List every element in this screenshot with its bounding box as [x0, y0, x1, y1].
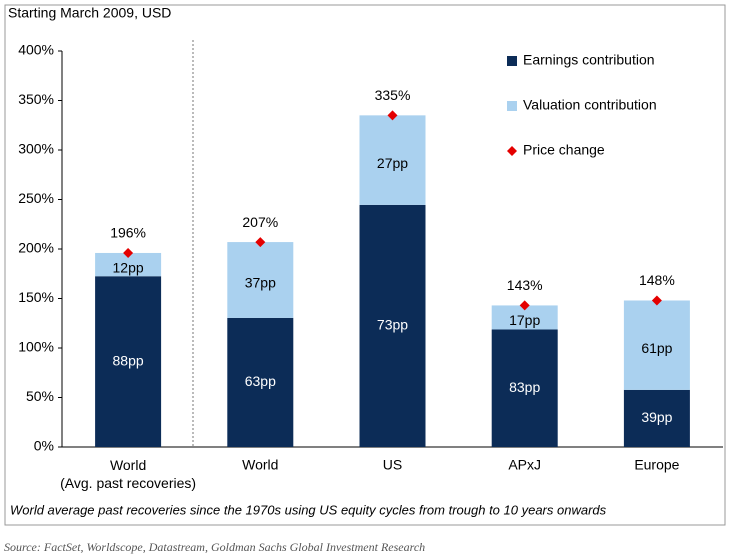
x-tick-label: World (Avg. past recoveries): [60, 457, 196, 491]
price-label: 143%: [507, 277, 543, 293]
x-tick-label: World: [242, 457, 278, 473]
bar-segment: [227, 317, 294, 447]
price-label: 148%: [639, 272, 675, 288]
data-label: 17pp: [509, 312, 540, 328]
x-tick-label: APxJ: [508, 457, 541, 473]
legend-label: Earnings contribution: [523, 52, 655, 68]
legend-swatch: [507, 146, 517, 156]
data-label: 83pp: [509, 379, 540, 395]
data-label: 12pp: [113, 259, 144, 275]
y-tick-label: 250%: [18, 190, 54, 206]
data-label: 63pp: [245, 373, 276, 389]
y-tick-label: 400%: [18, 42, 54, 58]
price-marker: [255, 237, 266, 248]
y-tick-label: 350%: [18, 91, 54, 107]
bar-segment: [623, 389, 690, 447]
bar-segment: [491, 329, 558, 447]
x-tick-label: US: [383, 457, 402, 473]
footnote: World average past recoveries since the …: [10, 502, 607, 517]
x-tick-label: Europe: [634, 457, 679, 473]
chart-frame: [4, 4, 726, 526]
legend-label: Valuation contribution: [523, 97, 657, 113]
bar-segment: [95, 276, 162, 447]
y-tick-label: 100%: [18, 339, 54, 355]
y-tick-label: 150%: [18, 289, 54, 305]
price-marker: [651, 295, 662, 306]
legend-swatch: [507, 101, 517, 111]
y-tick-label: 300%: [18, 141, 54, 157]
subtitle: Starting March 2009, USD: [8, 5, 171, 21]
y-tick-label: 0%: [34, 438, 54, 454]
price-label: 335%: [375, 87, 411, 103]
source: Source: FactSet, Worldscope, Datastream,…: [4, 540, 425, 554]
data-label: 27pp: [377, 155, 408, 171]
data-label: 88pp: [113, 352, 144, 368]
price-marker: [123, 247, 134, 258]
legend-swatch: [507, 56, 517, 66]
data-label: 39pp: [641, 409, 672, 425]
data-label: 61pp: [641, 340, 672, 356]
data-label: 37pp: [245, 275, 276, 291]
y-tick-label: 50%: [26, 388, 54, 404]
legend-label: Price change: [523, 142, 605, 158]
bar-segment: [227, 242, 294, 318]
price-marker: [519, 300, 530, 311]
bar-segment: [623, 300, 690, 390]
price-marker: [387, 110, 398, 121]
bar-segment: [95, 252, 162, 277]
data-label: 73pp: [377, 317, 408, 333]
price-label: 207%: [242, 214, 278, 230]
bar-segment: [359, 115, 426, 205]
price-label: 196%: [110, 225, 146, 241]
y-tick-label: 200%: [18, 240, 54, 256]
bar-segment: [359, 204, 426, 447]
